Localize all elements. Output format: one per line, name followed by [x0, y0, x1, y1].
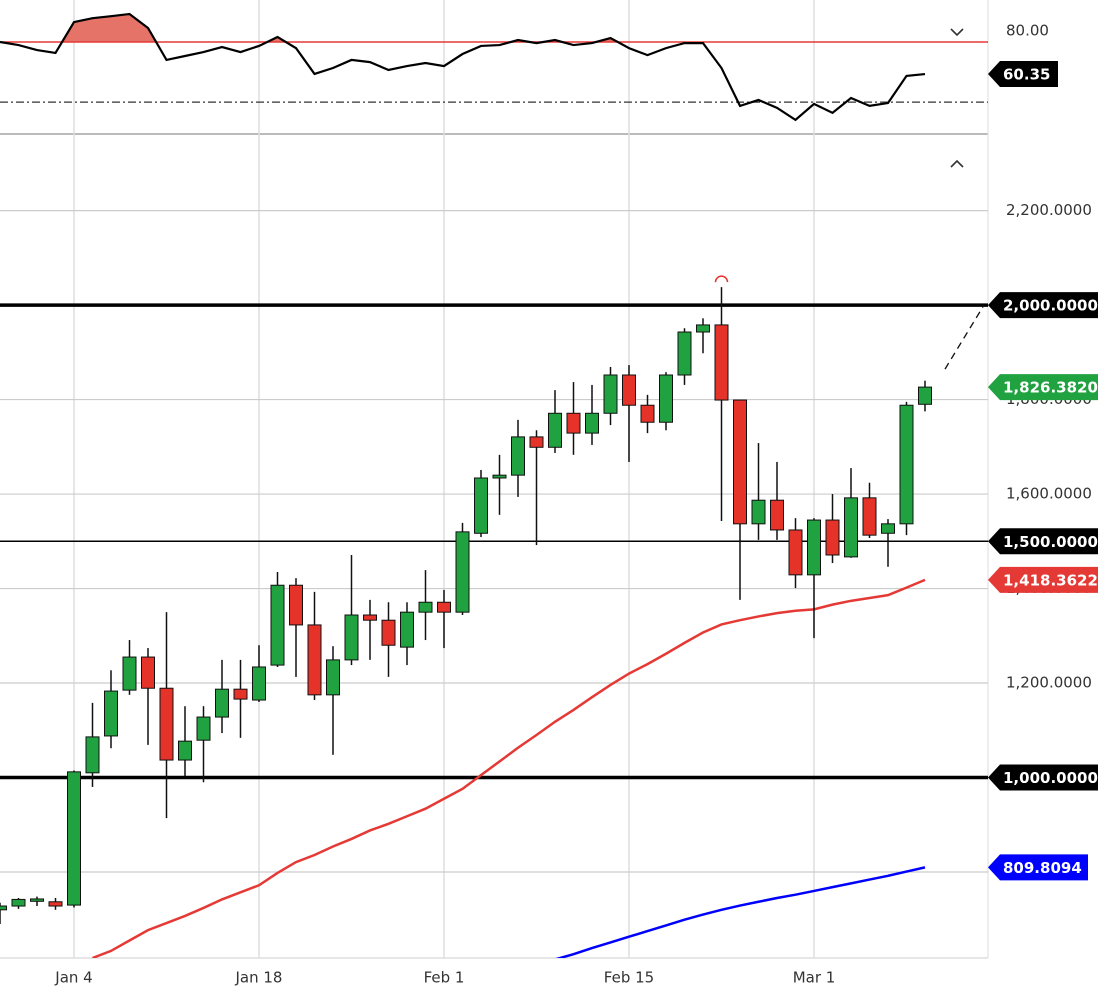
candle-body: [400, 611, 414, 648]
candle-body: [714, 324, 729, 401]
y-tick-label: 1,200.0000: [1006, 674, 1092, 692]
rsi-badge-text: 60.35: [1003, 66, 1050, 84]
candle-body: [696, 324, 710, 333]
candle-body: [363, 614, 377, 621]
price-panel: [0, 275, 988, 958]
candle-body: [215, 688, 229, 718]
candle-body: [751, 499, 766, 525]
candle-body: [381, 619, 396, 646]
rsi-badge: [988, 61, 1058, 88]
moving-average: [92, 578, 926, 958]
x-tick-label: Feb 15: [604, 969, 654, 987]
collapse-button[interactable]: [950, 28, 964, 37]
x-tick-label: Feb 1: [424, 969, 465, 987]
candle-body: [418, 601, 433, 613]
candle-body: [492, 474, 507, 479]
candle-body: [85, 736, 100, 774]
expand-button[interactable]: [950, 159, 964, 168]
level-badge: [988, 528, 1098, 555]
x-tick-label: Jan 4: [54, 969, 92, 987]
rsi-panel: [0, 12, 988, 122]
candle-body: [474, 477, 488, 534]
candle-body: [178, 740, 192, 761]
candle-body: [0, 905, 7, 911]
x-tick-label: Jan 18: [235, 969, 283, 987]
moving-average: [555, 866, 926, 958]
candle-body: [603, 374, 618, 414]
ma-badge: [988, 854, 1088, 881]
candle-body: [122, 656, 137, 691]
candle-body: [48, 901, 63, 907]
candle-body: [788, 529, 803, 576]
candle-body: [566, 412, 581, 434]
candle-body: [862, 497, 877, 536]
candle-body: [529, 436, 544, 448]
candle-body: [326, 659, 340, 696]
candle-body: [141, 656, 155, 689]
candle-body: [825, 519, 840, 556]
candle-body: [918, 386, 932, 405]
y-tick-label: 80.00: [1006, 22, 1049, 40]
candle-body: [881, 523, 895, 534]
rsi-line: [0, 12, 926, 122]
candle-body: [548, 412, 562, 448]
candle-body: [622, 374, 636, 406]
level-badge-text: 1,000.0000: [1003, 769, 1098, 787]
price-badge-text: 1,826.3820: [1003, 379, 1098, 397]
ma-badge-text: 809.8094: [1003, 859, 1082, 877]
candle-body: [677, 331, 692, 376]
candle-body: [807, 519, 821, 576]
overbought-fill: [0, 14, 925, 42]
ma-badge-text: 1,418.3622: [1003, 571, 1098, 589]
grid: [0, 0, 988, 958]
candle-body: [196, 716, 211, 741]
candle-body: [289, 584, 303, 626]
x-tick-label: Mar 1: [793, 969, 836, 987]
candle-body: [585, 412, 599, 434]
candle-body: [437, 601, 451, 613]
candle-body: [252, 666, 266, 701]
candle-body: [270, 584, 285, 666]
peak-marker: [714, 275, 729, 283]
candle-body: [733, 399, 747, 525]
candle-body: [104, 690, 118, 737]
candle-body: [30, 898, 44, 902]
level-badge: [988, 292, 1098, 319]
candle-body: [455, 531, 470, 613]
y-tick-label: 2,200.0000: [1006, 201, 1092, 219]
candle-body: [640, 404, 655, 423]
candle-body: [67, 771, 81, 906]
candle-body: [511, 436, 525, 476]
candle-body: [159, 687, 174, 761]
level-badge: [988, 764, 1098, 791]
ma-badge: [988, 566, 1098, 593]
candle-body: [899, 404, 914, 525]
candle-body: [233, 688, 248, 700]
y-tick-label: 1,600.0000: [1006, 485, 1092, 503]
candle-body: [659, 374, 673, 423]
candle-body: [11, 898, 26, 907]
price-badge: [988, 374, 1098, 401]
candle-body: [344, 614, 359, 661]
level-badge-text: 2,000.0000: [1003, 297, 1098, 315]
projection-line: [944, 304, 985, 370]
level-badge-text: 1,500.0000: [1003, 533, 1098, 551]
candle-body: [844, 497, 858, 558]
candle-body: [770, 499, 784, 531]
candle-body: [307, 624, 322, 696]
